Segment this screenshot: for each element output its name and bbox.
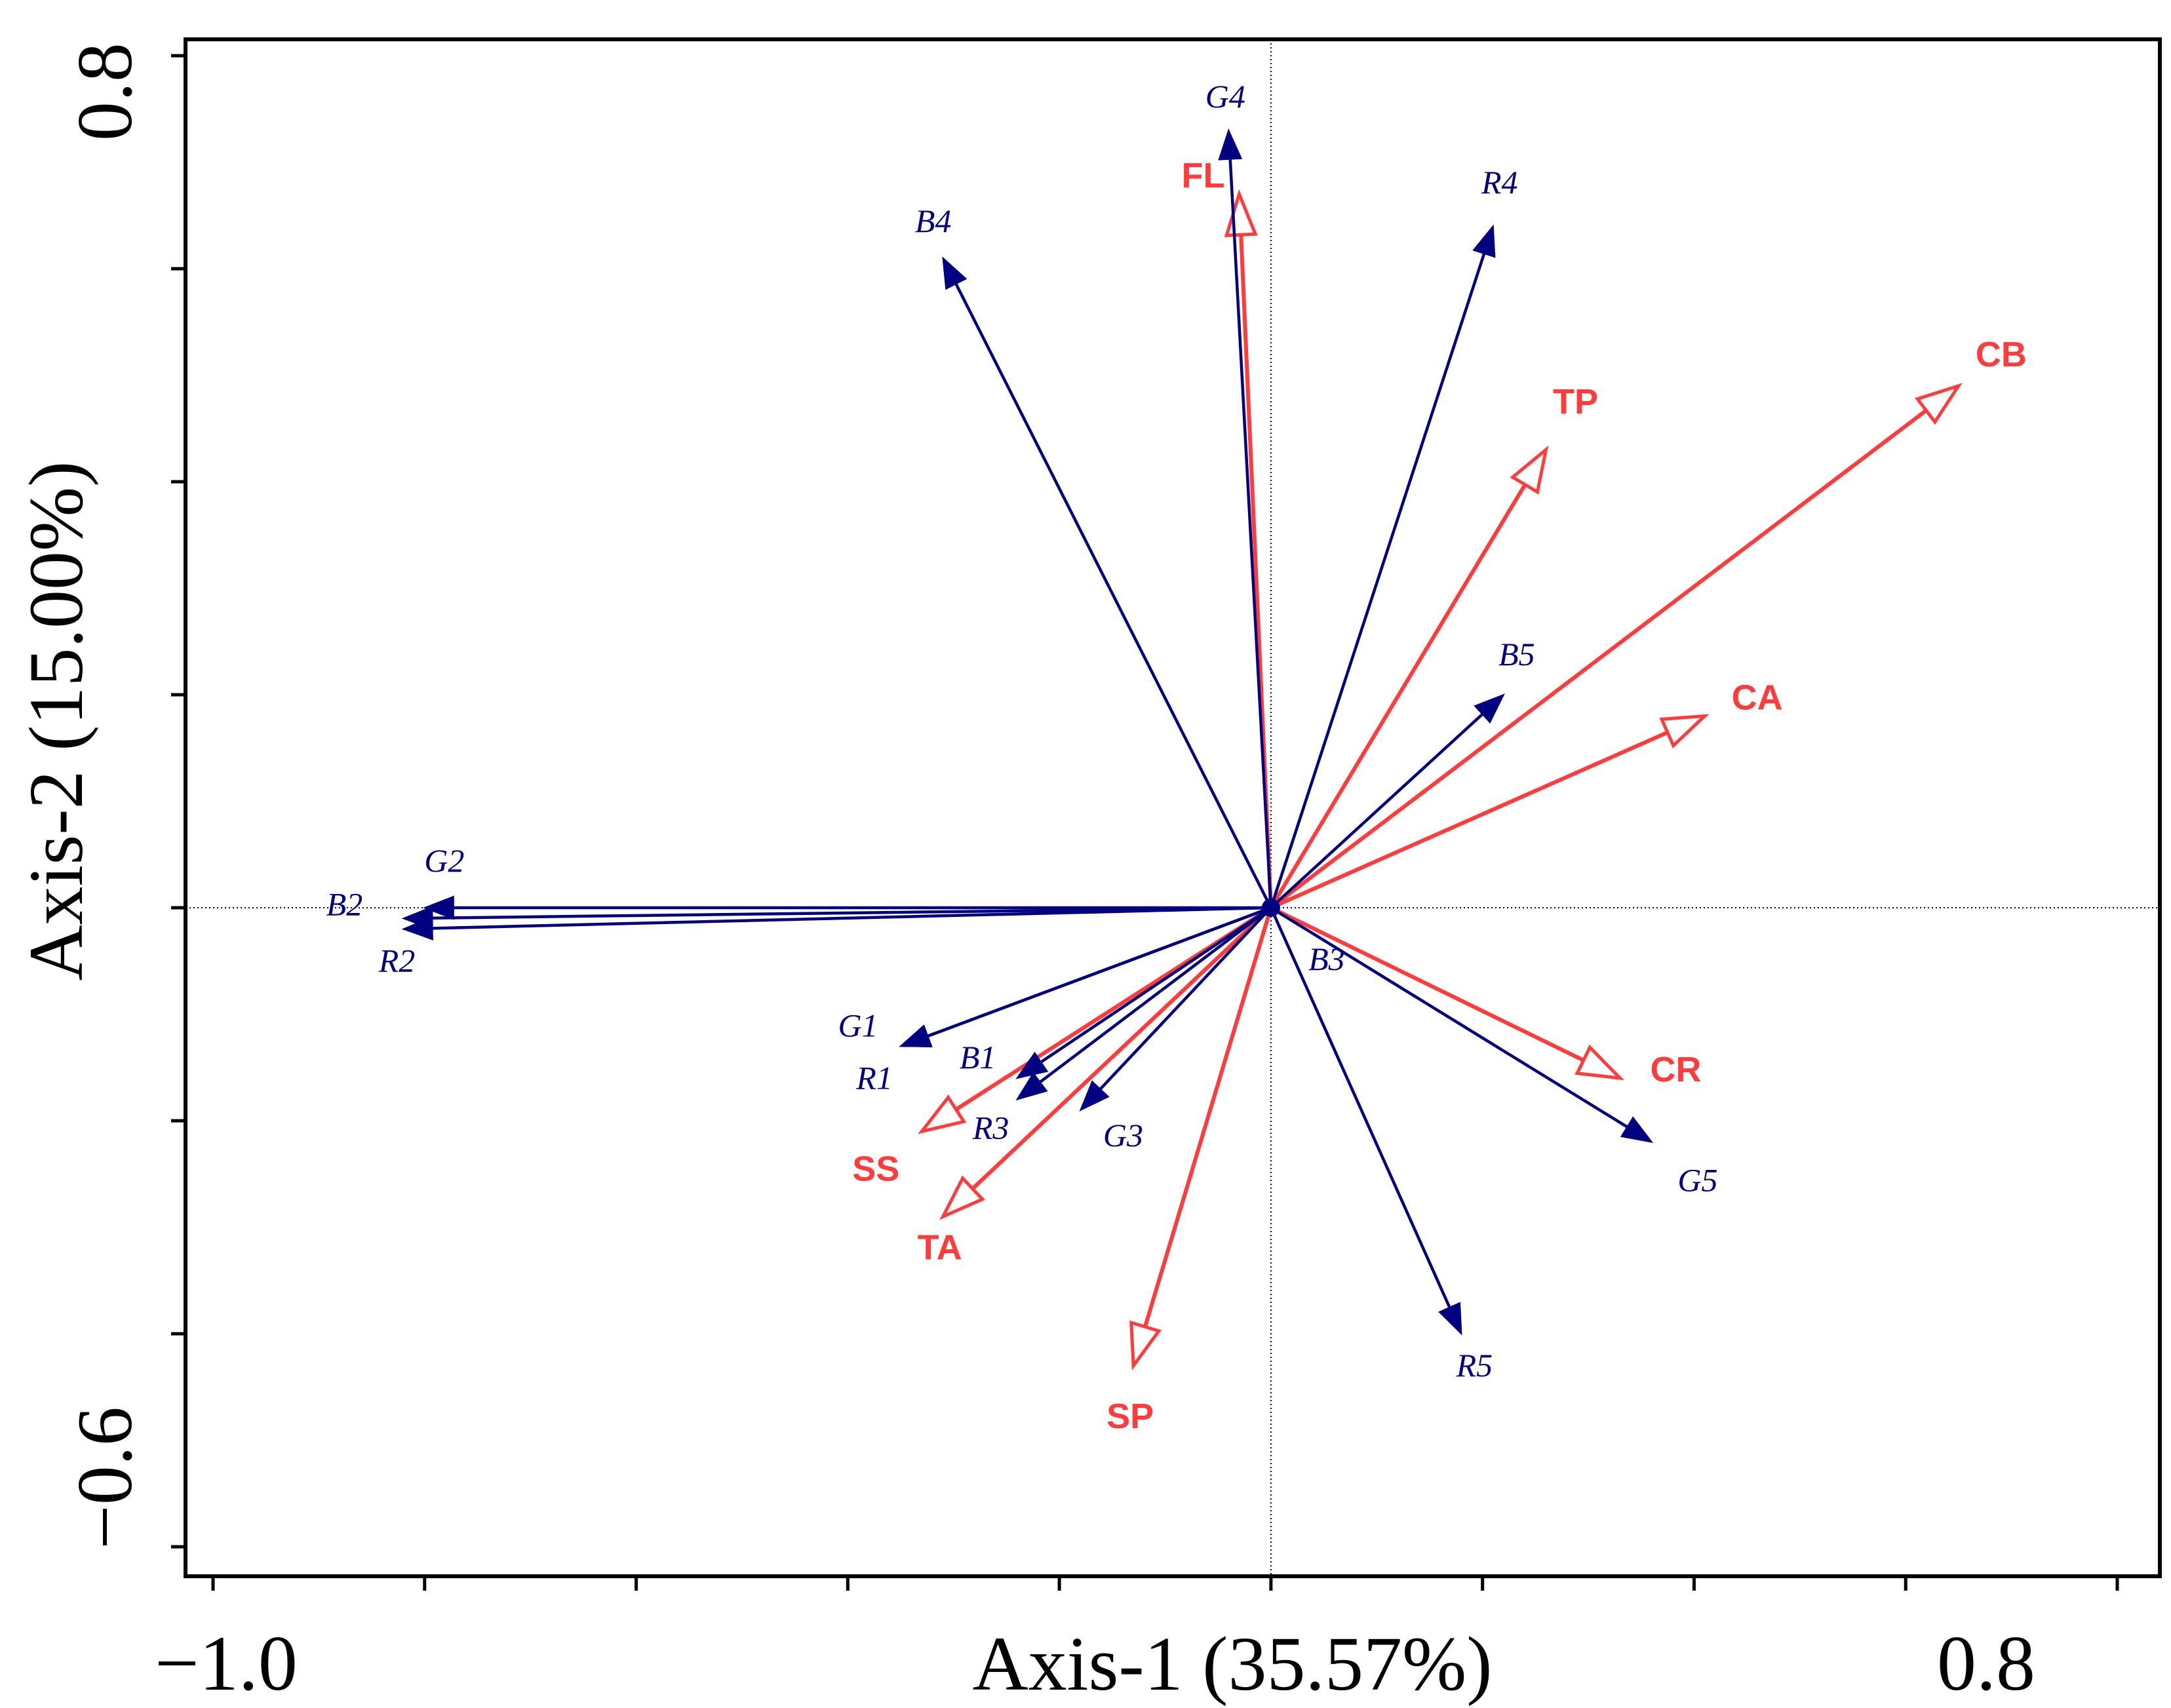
- vector-label-g4: G4: [1205, 78, 1245, 115]
- environmental-vector-cb: [1270, 383, 1963, 910]
- vector-label-ca: CA: [1732, 678, 1783, 718]
- response-vector-g3: [1079, 906, 1272, 1112]
- vector-shaft-tp: [1269, 483, 1527, 909]
- vector-shaft-g3: [1099, 906, 1272, 1091]
- response-vector-b4: [942, 256, 1272, 909]
- plot-frame: [171, 37, 2162, 1591]
- environmental-vector-ca: [1270, 714, 1710, 910]
- vector-label-g1: G1: [838, 1007, 878, 1043]
- vector-shaft-cr: [1270, 906, 1585, 1062]
- vector-label-cb: CB: [1976, 335, 2027, 374]
- vector-head-r3: [1015, 1072, 1048, 1101]
- vector-shaft-g5: [1270, 906, 1628, 1129]
- vector-label-b4: B4: [915, 203, 952, 239]
- response-vector-g4: [1218, 128, 1273, 908]
- y-axis-title: Axis-2 (15.00%): [13, 461, 99, 980]
- vector-shaft-b1: [1040, 906, 1272, 1064]
- reference-lines: [186, 39, 2160, 1576]
- vector-head-b4: [942, 256, 968, 290]
- vector-labels: FL TP CB CA CR SS TA SP G4 R4 B4 B5 G2 B2 R2 G1 R1 B1 R3 G3…: [326, 78, 2027, 1436]
- vector-head-cb: [1915, 383, 1963, 425]
- vector-head-ta: [939, 1175, 986, 1220]
- vector-shaft-r2: [432, 906, 1271, 930]
- vector-label-fl: FL: [1182, 156, 1225, 195]
- y-tick-label-min: −0.6: [61, 1407, 148, 1549]
- vector-label-g2: G2: [424, 842, 464, 879]
- vector-head-g5: [1620, 1116, 1654, 1143]
- vector-shaft-r1: [927, 906, 1272, 1038]
- vector-head-g3: [1079, 1080, 1110, 1112]
- vector-shaft-ta: [971, 906, 1272, 1190]
- response-vector-g5: [1270, 906, 1654, 1143]
- response-vector-r4: [1269, 224, 1496, 908]
- vector-label-r2: R2: [378, 942, 416, 979]
- response-vector-b1: [1015, 906, 1272, 1079]
- vector-head-r1: [899, 1024, 933, 1047]
- vector-label-b1: B1: [960, 1039, 996, 1076]
- y-tick-label-max: 0.8: [61, 43, 148, 141]
- vector-label-r1: R1: [855, 1059, 893, 1096]
- response-vector-g2: [423, 895, 1271, 920]
- vector-head-ss: [918, 1094, 967, 1135]
- vector-shaft-r5: [1269, 907, 1451, 1308]
- environmental-vector-ta: [939, 906, 1272, 1220]
- vector-label-tp: TP: [1553, 382, 1598, 421]
- vector-label-cr: CR: [1651, 1050, 1702, 1089]
- vector-label-r3: R3: [972, 1110, 1009, 1146]
- response-vector-b5: [1270, 693, 1505, 909]
- x-tick-label-max: 0.8: [1937, 1620, 2035, 1707]
- environmental-vectors: [918, 189, 1963, 1370]
- vector-shaft-cb: [1270, 408, 1928, 910]
- response-vectors: [401, 128, 1654, 1336]
- vector-label-ta: TA: [918, 1228, 962, 1267]
- vector-head-cr: [1574, 1044, 1625, 1081]
- vector-shaft-b4: [954, 283, 1272, 909]
- origin-point: [1261, 899, 1280, 917]
- vector-label-sp: SP: [1106, 1397, 1154, 1436]
- vector-head-sp: [1129, 1320, 1162, 1370]
- vector-head-g2: [423, 895, 454, 920]
- x-axis-title: Axis-1 (35.57%): [972, 1621, 1492, 1707]
- vector-head-b5: [1474, 693, 1505, 724]
- x-tick-label-min: −1.0: [155, 1620, 298, 1707]
- vector-label-b3: B3: [1308, 941, 1345, 977]
- vector-head-tp: [1510, 445, 1549, 495]
- vector-label-g3: G3: [1103, 1117, 1143, 1154]
- vector-label-r5: R5: [1456, 1347, 1493, 1384]
- plot-border: [184, 37, 2162, 1578]
- vector-label-g5: G5: [1677, 1162, 1717, 1199]
- vector-label-r4: R4: [1481, 164, 1518, 201]
- vector-head-r2: [401, 916, 433, 941]
- vector-shaft-r4: [1269, 253, 1486, 908]
- vector-head-r5: [1438, 1302, 1462, 1336]
- environmental-vector-cr: [1270, 906, 1625, 1081]
- vector-head-r4: [1472, 224, 1496, 258]
- response-vector-r3: [1015, 906, 1272, 1101]
- vector-head-g4: [1218, 128, 1243, 161]
- vector-shaft-ca: [1270, 730, 1669, 910]
- vector-shaft-r3: [1039, 906, 1272, 1083]
- environmental-vector-sp: [1129, 907, 1273, 1370]
- environmental-vector-tp: [1269, 445, 1549, 909]
- vector-shaft-sp: [1143, 907, 1273, 1328]
- vector-head-ca: [1659, 714, 1710, 748]
- response-vector-r2: [401, 906, 1271, 941]
- vector-head-fl: [1224, 189, 1258, 237]
- vector-shaft-b5: [1270, 713, 1484, 909]
- vector-shaft-b2: [432, 906, 1271, 920]
- vector-label-ss: SS: [852, 1149, 899, 1188]
- vector-label-b2: B2: [326, 885, 363, 922]
- response-vector-r1: [899, 906, 1272, 1047]
- vector-label-b5: B5: [1498, 636, 1535, 672]
- vector-shaft-g4: [1228, 159, 1273, 908]
- response-vector-r5: [1269, 907, 1462, 1336]
